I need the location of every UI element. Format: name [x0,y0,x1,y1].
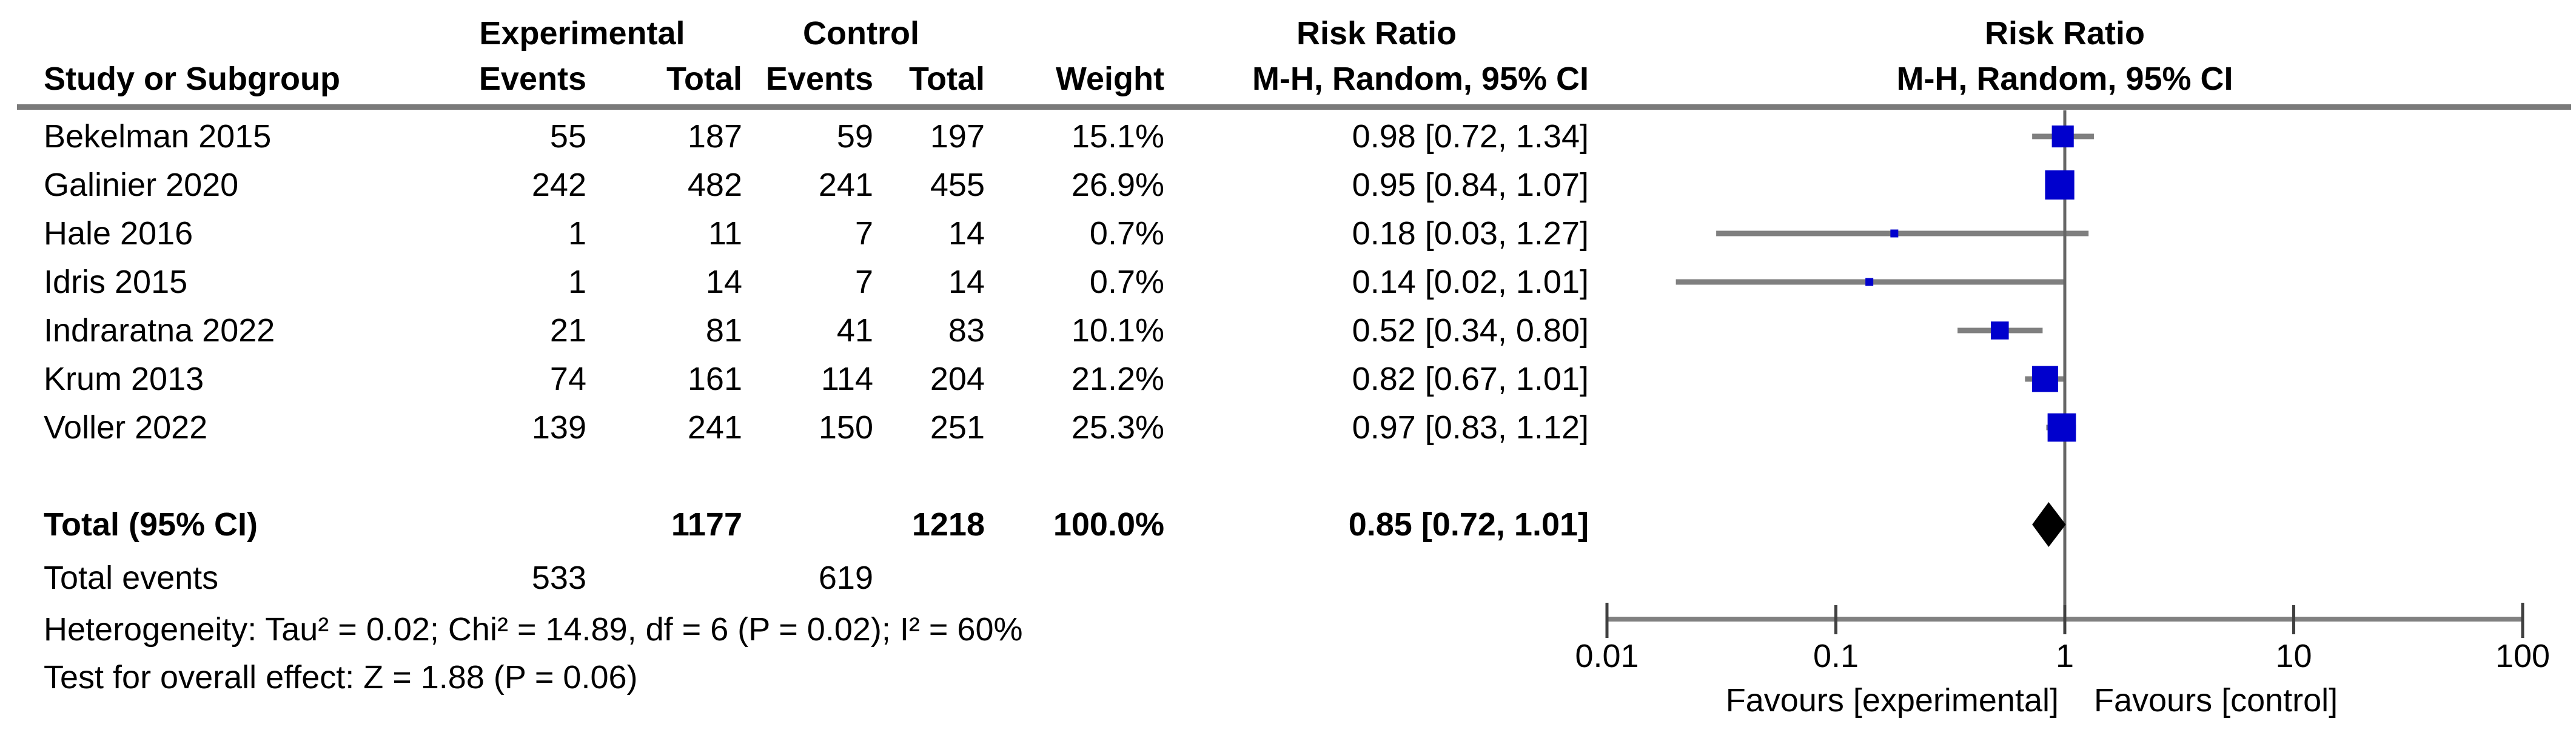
ctrl-total-value: 197 [930,118,985,155]
weight-value: 21.2% [1071,361,1164,397]
total-events-exp: 533 [531,560,586,596]
study-name: Bekelman 2015 [44,118,272,155]
exp-total-value: 11 [708,215,742,252]
risk-ratio-plot-header: Risk Ratio [1984,15,2145,52]
ci-text-value: 0.82 [0.67, 1.01] [1352,361,1589,397]
ctrl-events-value: 59 [836,118,873,155]
total-exp-total: 1177 [671,506,742,543]
ctrl-events-value: 114 [820,361,873,397]
study-marker [2032,366,2058,392]
exp-events-value: 55 [549,118,586,155]
weight-value: 0.7% [1089,215,1164,252]
exp-total-value: 241 [687,409,742,446]
axis-tick-label: 100 [2495,638,2551,674]
ctrl-total-value: 455 [930,167,985,203]
ctrl-events-value: 241 [818,167,873,203]
total-ctrl-total: 1218 [911,506,985,543]
total-events-ctrl: 619 [818,560,873,596]
favours-control-label: Favours [control] [2094,682,2338,719]
exp-total-value: 81 [705,312,742,349]
exp-events-column-header: Events [478,61,586,97]
exp-total-value: 482 [687,167,742,203]
ci-plot-header: M-H, Random, 95% CI [1896,61,2233,97]
ctrl-events-value: 150 [818,409,873,446]
study-name: Voller 2022 [44,409,208,446]
exp-events-value: 74 [549,361,586,397]
study-marker [1865,278,1874,286]
ci-text-value: 0.52 [0.34, 0.80] [1352,312,1589,349]
exp-events-value: 242 [531,167,586,203]
axis-tick-label: 1 [2055,638,2075,674]
ctrl-total-column-header: Total [909,61,985,97]
weight-value: 26.9% [1071,167,1164,203]
ctrl-events-value: 7 [854,215,873,252]
favours-experimental-label: Favours [experimental] [1725,682,2059,719]
ctrl-total-value: 14 [948,264,985,300]
risk-ratio-column-header: Risk Ratio [1296,15,1457,52]
heterogeneity-note: Heterogeneity: Tau² = 0.02; Chi² = 14.89… [44,611,1023,648]
exp-total-value: 161 [687,361,742,397]
study-marker [2047,413,2076,442]
exp-events-value: 21 [549,312,586,349]
ctrl-total-value: 14 [948,215,985,252]
study-column-header: Study or Subgroup [44,61,340,97]
axis-tick-label: 10 [2275,638,2312,674]
ctrl-events-column-header: Events [765,61,873,97]
study-name: Krum 2013 [44,361,204,397]
experimental-group-header: Experimental [479,15,685,52]
study-name: Idris 2015 [44,264,188,300]
exp-events-value: 1 [568,215,586,252]
exp-events-value: 139 [531,409,586,446]
exp-total-value: 14 [705,264,742,300]
weight-value: 0.7% [1089,264,1164,300]
axis-tick-label: 0.1 [1813,638,1859,674]
total-row-label: Total (95% CI) [44,506,258,543]
ci-column-header: M-H, Random, 95% CI [1252,61,1589,97]
ctrl-total-value: 251 [930,409,985,446]
weight-value: 15.1% [1071,118,1164,155]
overall-effect-note: Test for overall effect: Z = 1.88 (P = 0… [44,659,638,696]
study-name: Hale 2016 [44,215,193,252]
ci-text-value: 0.18 [0.03, 1.27] [1352,215,1589,252]
ctrl-total-value: 204 [930,361,985,397]
control-group-header: Control [803,15,919,52]
exp-total-column-header: Total [666,61,742,97]
study-name: Galinier 2020 [44,167,239,203]
total-events-label: Total events [44,560,219,596]
weight-value: 25.3% [1071,409,1164,446]
ci-text-value: 0.14 [0.02, 1.01] [1352,264,1589,300]
ci-text-value: 0.95 [0.84, 1.07] [1352,167,1589,203]
ci-text-value: 0.98 [0.72, 1.34] [1352,118,1589,155]
total-ci-text: 0.85 [0.72, 1.01] [1348,506,1589,543]
exp-events-value: 1 [568,264,586,300]
exp-total-value: 187 [687,118,742,155]
total-weight: 100.0% [1053,506,1164,543]
study-marker [1991,321,2009,340]
study-name: Indraratna 2022 [44,312,275,349]
ctrl-events-value: 7 [854,264,873,300]
ci-text-value: 0.97 [0.83, 1.12] [1352,409,1589,446]
study-marker [2045,170,2075,200]
header-divider [17,104,2571,110]
study-marker [2051,125,2074,148]
ctrl-total-value: 83 [948,312,985,349]
summary-diamond [2032,502,2066,547]
axis-tick-label: 0.01 [1575,638,1639,674]
weight-value: 10.1% [1071,312,1164,349]
study-marker [1890,229,1899,238]
weight-column-header: Weight [1056,61,1164,97]
ctrl-events-value: 41 [836,312,873,349]
